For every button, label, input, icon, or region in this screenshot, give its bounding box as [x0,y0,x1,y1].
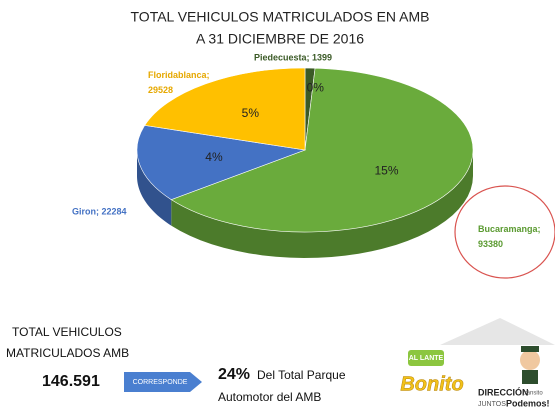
logo-roof [440,318,555,345]
logo-badge [408,350,444,366]
logo-badge-text: AL LANTE [409,355,444,362]
percent-label: 4% [205,150,223,164]
data-label-line: 93380 [478,239,503,249]
data-label: Piedecuesta; 1399 [254,52,332,62]
arrow [124,372,202,392]
logo-figure [520,350,540,370]
slice [144,67,306,151]
total-heading: TOTAL VEHICULOS [12,325,122,339]
data-label-line: 29528 [148,85,173,95]
highlight-circle [454,185,555,279]
logo-figure-cap [521,346,539,352]
data-label: Bucaramanga; 93380 [478,224,541,249]
data-label-line: Floridablanca; [148,70,210,80]
arrow-label: CORRESPONDE [133,379,188,386]
pie: 0% 15% 4% 5% Piedecuesta; 1399 Bucaramanga; 93… [72,52,541,258]
logo-slogan: Podemos! [506,398,550,408]
share: 24% [218,366,250,383]
logo-brand: Bonito [400,373,463,395]
slice-side [171,150,474,258]
slice-side [137,150,172,226]
chart-subtitle: A 31 DICIEMBRE DE 2016 [196,31,364,47]
logo-slogan: JUNTOS [478,401,506,408]
logo-office: DIRECCIÓN [478,386,529,397]
slice [170,67,474,233]
logo-figure-body [522,370,538,384]
data-label: Giron; 22284 [72,206,127,216]
data-label: Floridablanca; 29528 [148,70,210,95]
percent-label: 0% [307,81,325,95]
data-label-line: Bucaramanga; [478,224,541,234]
percent-label: 15% [374,163,398,177]
share-text: Del Total Parque [257,368,346,382]
chart-title: TOTAL VEHICULOS MATRICULADOS EN AMB [131,9,430,25]
percent-label: 5% [242,106,260,120]
total-heading: MATRICULADOS AMB [6,346,129,360]
slice [136,125,307,200]
total-value: 146.591 [42,373,100,390]
share-text: Automotor del AMB [218,390,321,404]
logo: AL LANTE Bonito DIRECCIÓN tránsito JUNTO… [400,318,555,408]
logo-office-sub: tránsito [523,391,543,397]
